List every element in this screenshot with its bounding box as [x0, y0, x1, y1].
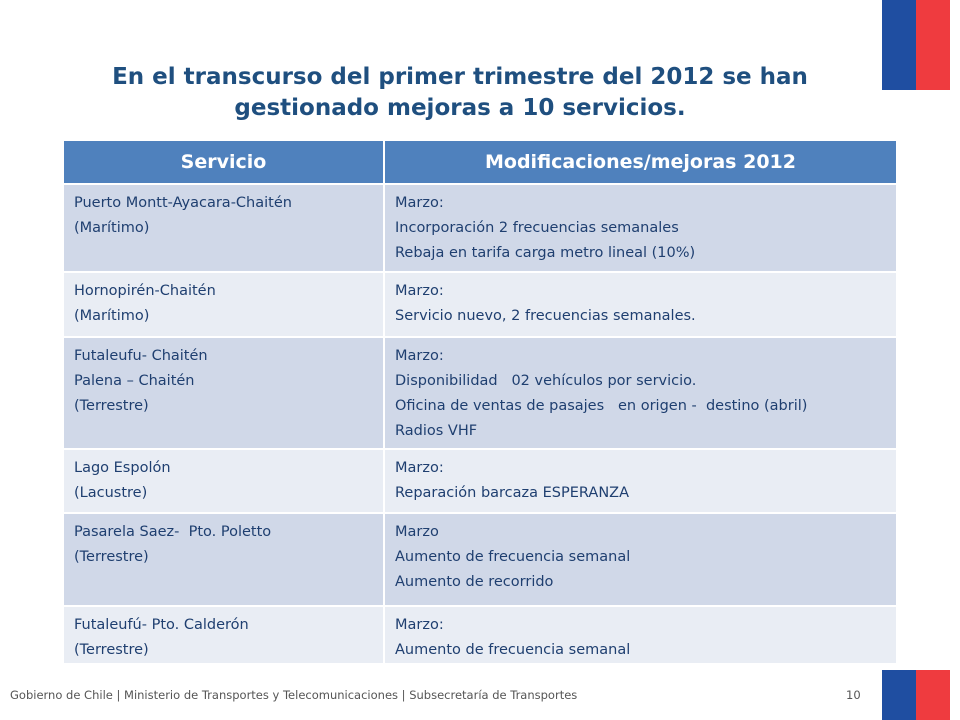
- mejoras-line: Oficina de ventas de pasajes en origen -…: [395, 398, 808, 414]
- servicio-cell: Puerto Montt-Ayacara-Chaitén (Marítimo): [64, 183, 385, 272]
- mejoras-line: Rebaja en tarifa carga metro lineal (10%…: [395, 245, 696, 261]
- mejoras-cell: Marzo: Aumento de frecuencia semanal: [384, 605, 896, 663]
- table-row: Hornopirén-Chaitén (Marítimo) Marzo: Ser…: [64, 271, 896, 337]
- mejoras-line: Aumento de frecuencia semanal: [395, 549, 631, 565]
- chile-flag-top: [882, 0, 950, 90]
- mejoras-line: Radios VHF: [395, 423, 478, 439]
- servicio-line: Puerto Montt-Ayacara-Chaitén: [74, 195, 292, 211]
- page-number: 10: [846, 688, 861, 702]
- mejoras-line: Marzo:: [395, 195, 444, 211]
- mejoras-line: Marzo:: [395, 348, 444, 364]
- mejoras-cell: Marzo: Servicio nuevo, 2 frecuencias sem…: [384, 271, 896, 337]
- servicio-line: (Lacustre): [74, 485, 148, 501]
- servicio-line: (Marítimo): [74, 308, 150, 324]
- flag-red-stripe: [916, 670, 950, 720]
- table-row: Pasarela Saez- Pto. Poletto (Terrestre) …: [64, 512, 896, 606]
- flag-blue-stripe: [882, 0, 916, 90]
- mejoras-cell: Marzo Aumento de frecuencia semanal Aume…: [384, 512, 896, 606]
- table-header-row: Servicio Modificaciones/mejoras 2012: [64, 141, 896, 184]
- header-modificaciones: Modificaciones/mejoras 2012: [384, 141, 896, 184]
- servicio-line: (Terrestre): [74, 398, 149, 414]
- title-line: En el transcurso del primer trimestre de…: [112, 64, 808, 90]
- mejoras-line: Disponibilidad 02 vehículos por servicio…: [395, 373, 697, 389]
- servicio-line: Futaleufú- Pto. Calderón: [74, 617, 249, 633]
- servicio-cell: Futaleufú- Pto. Calderón (Terrestre): [64, 605, 385, 663]
- table-row: Lago Espolón (Lacustre) Marzo: Reparació…: [64, 448, 896, 513]
- servicio-line: Pasarela Saez- Pto. Poletto: [74, 524, 272, 540]
- mejoras-line: Marzo:: [395, 617, 444, 633]
- servicio-line: (Terrestre): [74, 642, 149, 658]
- mejoras-line: Reparación barcaza ESPERANZA: [395, 485, 630, 501]
- mejoras-line: Aumento de recorrido: [395, 574, 554, 590]
- servicio-line: (Marítimo): [74, 220, 150, 236]
- slide-title: En el transcurso del primer trimestre de…: [40, 62, 880, 124]
- servicio-line: Lago Espolón: [74, 460, 171, 476]
- mejoras-cell: Marzo: Disponibilidad 02 vehículos por s…: [384, 336, 896, 449]
- mejoras-cell: Marzo: Incorporación 2 frecuencias seman…: [384, 183, 896, 272]
- flag-blue-stripe: [882, 670, 916, 720]
- servicio-cell: Lago Espolón (Lacustre): [64, 448, 385, 513]
- mejoras-line: Marzo:: [395, 460, 444, 476]
- table-row: Futaleufú- Pto. Calderón (Terrestre) Mar…: [64, 605, 896, 663]
- footer-text: Gobierno de Chile | Ministerio de Transp…: [10, 688, 578, 702]
- servicio-line: Futaleufu- Chaitén: [74, 348, 208, 364]
- title-line: gestionado mejoras a 10 servicios.: [234, 95, 686, 121]
- table-row: Futaleufu- Chaitén Palena – Chaitén (Ter…: [64, 336, 896, 449]
- servicio-cell: Pasarela Saez- Pto. Poletto (Terrestre): [64, 512, 385, 606]
- mejoras-line: Marzo: [395, 524, 439, 540]
- services-table: Servicio Modificaciones/mejoras 2012 Pue…: [64, 141, 896, 663]
- mejoras-line: Aumento de frecuencia semanal: [395, 642, 631, 658]
- servicio-cell: Hornopirén-Chaitén (Marítimo): [64, 271, 385, 337]
- chile-flag-bottom: [882, 670, 950, 720]
- servicio-cell: Futaleufu- Chaitén Palena – Chaitén (Ter…: [64, 336, 385, 449]
- servicio-line: Palena – Chaitén: [74, 373, 195, 389]
- mejoras-line: Marzo:: [395, 283, 444, 299]
- servicio-line: (Terrestre): [74, 549, 149, 565]
- mejoras-line: Incorporación 2 frecuencias semanales: [395, 220, 679, 236]
- header-servicio: Servicio: [64, 141, 385, 184]
- mejoras-cell: Marzo: Reparación barcaza ESPERANZA: [384, 448, 896, 513]
- servicio-line: Hornopirén-Chaitén: [74, 283, 216, 299]
- flag-red-stripe: [916, 0, 950, 90]
- mejoras-line: Servicio nuevo, 2 frecuencias semanales.: [395, 308, 696, 324]
- table-row: Puerto Montt-Ayacara-Chaitén (Marítimo) …: [64, 183, 896, 272]
